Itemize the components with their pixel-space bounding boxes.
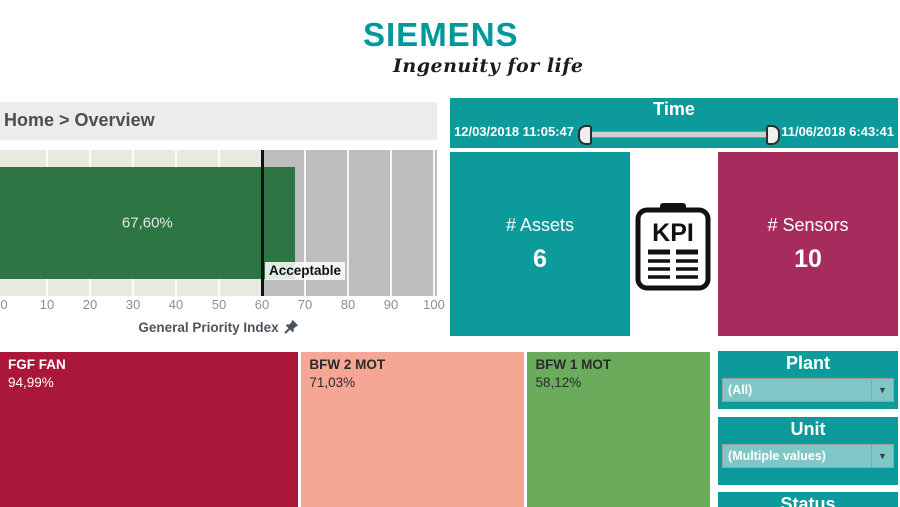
axis-tick-label: 70: [297, 297, 313, 312]
assets-kpi-card[interactable]: # Assets 6: [450, 152, 630, 336]
axis-tick-label: 30: [125, 297, 141, 312]
treemap-tile-value: 71,03%: [309, 375, 356, 390]
sensors-value: 10: [794, 244, 822, 273]
time-slider-track[interactable]: [585, 131, 769, 138]
x-axis-title: General Priority Index: [0, 319, 437, 335]
axis-tick-label: 0: [0, 297, 8, 312]
assets-label: # Assets: [505, 214, 575, 235]
assets-value: 6: [533, 244, 547, 273]
treemap: FGF FAN 94,99% BFW 2 MOT 71,03% BFW 1 MOT 58,…: [0, 352, 710, 507]
x-axis-ticks: 0 10 20 30 40 50 60 70 80 90 100: [0, 297, 450, 313]
treemap-tile[interactable]: BFW 2 MOT 71,03%: [301, 352, 525, 507]
breadcrumb-bar: Home > Overview: [0, 102, 437, 140]
bullet-value-label: 67,60%: [121, 214, 173, 232]
axis-tick-label: 90: [383, 297, 399, 312]
siemens-brand: SIEMENS Ingenuity for life: [363, 16, 584, 77]
treemap-tile-name: BFW 2 MOT: [309, 357, 386, 372]
gridline: [347, 150, 349, 296]
gridline: [390, 150, 392, 296]
chevron-down-icon[interactable]: ▼: [871, 445, 893, 467]
unit-dropdown-value: (Multiple values): [728, 449, 826, 463]
sensors-kpi-card[interactable]: # Sensors 10: [718, 152, 898, 336]
siemens-logo: SIEMENS: [363, 16, 519, 53]
time-slider-handle-start[interactable]: [578, 125, 592, 145]
time-start-value: 12/03/2018 11:05:47: [454, 124, 574, 139]
axis-tick-label: 10: [39, 297, 55, 312]
axis-tick-label: 60: [254, 297, 270, 312]
bullet-ref-line: [261, 150, 264, 296]
gridline: [433, 150, 435, 296]
plant-filter-title: Plant: [785, 353, 830, 373]
x-axis-title-text: General Priority Index: [138, 320, 279, 335]
status-filter-panel: Status: [718, 492, 898, 507]
status-filter-title: Status: [780, 494, 836, 507]
axis-tick-label: 20: [82, 297, 98, 312]
axis-tick-label: 100: [423, 297, 445, 312]
treemap-tile[interactable]: FGF FAN 94,99%: [0, 352, 299, 507]
plant-dropdown-value: (All): [728, 383, 753, 397]
bullet-plot: 67,60% Acceptable: [0, 150, 437, 296]
time-panel: Time 12/03/2018 11:05:47 11/06/2018 6:43…: [450, 98, 898, 148]
plant-filter-panel: Plant (All) ▼: [718, 351, 898, 409]
time-slider-handle-end[interactable]: [766, 125, 780, 145]
kpi-icon-text: KPI: [652, 219, 694, 247]
acceptable-label: Acceptable: [265, 262, 346, 280]
unit-filter-panel: Unit (Multiple values) ▼: [718, 417, 898, 485]
chevron-down-icon[interactable]: ▼: [871, 379, 893, 401]
kpi-clipboard-icon: KPI: [634, 202, 712, 292]
unit-filter-title: Unit: [790, 419, 826, 439]
pin-icon[interactable]: [284, 319, 299, 334]
time-end-value: 11/06/2018 6:43:41: [781, 124, 894, 139]
axis-tick-label: 50: [211, 297, 227, 312]
treemap-tile-value: 94,99%: [8, 375, 54, 390]
treemap-tile-value: 58,12%: [535, 375, 582, 390]
siemens-tagline: Ingenuity for life: [393, 55, 584, 77]
treemap-tile-name: BFW 1 MOT: [535, 357, 612, 372]
axis-tick-label: 80: [340, 297, 356, 312]
gridline: [304, 150, 306, 296]
axis-tick-label: 40: [168, 297, 184, 312]
time-panel-title: Time: [653, 99, 695, 119]
treemap-tile[interactable]: BFW 1 MOT 58,12%: [527, 352, 710, 507]
sensors-label: # Sensors: [767, 214, 849, 235]
unit-dropdown[interactable]: (Multiple values) ▼: [722, 444, 894, 468]
breadcrumb: Home > Overview: [4, 110, 155, 130]
treemap-tile-name: FGF FAN: [8, 357, 66, 372]
plant-dropdown[interactable]: (All) ▼: [722, 378, 894, 402]
bullet-bar[interactable]: [0, 167, 295, 279]
